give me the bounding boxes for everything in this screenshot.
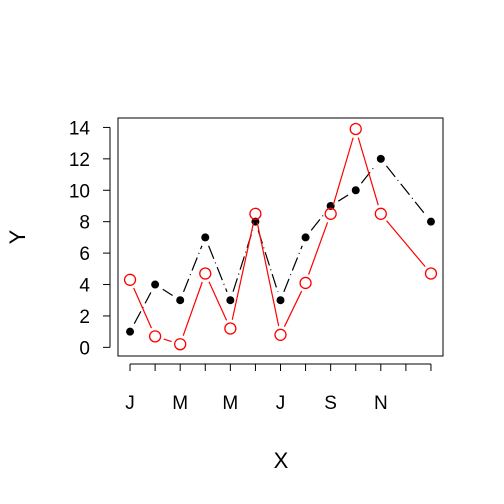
series-line-segment bbox=[283, 245, 303, 293]
data-point bbox=[176, 296, 185, 305]
series-line-segment bbox=[163, 338, 172, 343]
data-point bbox=[123, 273, 137, 286]
series-line-segment bbox=[133, 292, 152, 324]
series-line-segment bbox=[231, 222, 255, 320]
data-point bbox=[349, 122, 362, 136]
data-point bbox=[126, 327, 135, 336]
y-axis-label: Y bbox=[5, 229, 30, 244]
y-tick-label: 8 bbox=[79, 213, 90, 234]
data-point bbox=[274, 328, 287, 341]
x-tick-label: J bbox=[276, 393, 286, 414]
data-point bbox=[324, 207, 337, 220]
data-point bbox=[424, 267, 438, 280]
y-tick-label: 4 bbox=[79, 276, 90, 297]
y-tick-label: 12 bbox=[69, 150, 90, 171]
x-tick-label: N bbox=[374, 393, 388, 414]
series-line-segment bbox=[208, 245, 228, 293]
series-1 bbox=[126, 154, 435, 336]
series-line-segment bbox=[357, 137, 379, 206]
data-point bbox=[224, 322, 237, 335]
series-line-segment bbox=[332, 137, 354, 206]
x-tick-label: M bbox=[172, 393, 188, 414]
data-point bbox=[148, 330, 162, 343]
y-tick-label: 2 bbox=[79, 307, 90, 328]
data-point bbox=[276, 296, 285, 305]
y-tick-label: 6 bbox=[79, 244, 90, 265]
series-line-segment bbox=[256, 222, 280, 327]
series-line-segment bbox=[360, 165, 376, 184]
y-tick-label: 0 bbox=[79, 338, 90, 359]
series-line-segment bbox=[182, 245, 203, 293]
data-point bbox=[249, 207, 262, 220]
series-line-segment bbox=[283, 290, 303, 327]
series-line-segment bbox=[133, 287, 153, 329]
x-tick-label: M bbox=[222, 393, 238, 414]
x-axis-label: X bbox=[274, 448, 289, 473]
plot-frame bbox=[117, 117, 444, 357]
x-tick-label: J bbox=[125, 393, 135, 414]
series-line-segment bbox=[208, 281, 228, 321]
y-tick-label: 10 bbox=[69, 181, 90, 202]
data-point bbox=[426, 217, 435, 226]
x-tick-label: S bbox=[324, 393, 337, 414]
data-point bbox=[174, 338, 187, 351]
y-axis: 0 2 4 6 8 10 12 14 bbox=[69, 118, 111, 359]
data-point bbox=[151, 280, 160, 289]
series-line-segment bbox=[337, 194, 349, 202]
series-line-segment bbox=[385, 165, 426, 216]
series-2 bbox=[123, 122, 438, 351]
series-line-segment bbox=[308, 222, 329, 275]
data-point bbox=[226, 296, 235, 305]
y-tick-label: 14 bbox=[69, 118, 91, 139]
data-point bbox=[301, 233, 310, 242]
series-line-segment bbox=[386, 220, 426, 268]
data-point bbox=[201, 233, 210, 242]
data-point bbox=[299, 276, 312, 290]
data-point bbox=[376, 154, 385, 163]
series-layer bbox=[123, 122, 438, 351]
data-point bbox=[374, 207, 387, 220]
data-point bbox=[199, 267, 212, 280]
series-line-segment bbox=[310, 212, 326, 231]
data-point bbox=[351, 186, 360, 195]
data-point bbox=[326, 201, 335, 210]
series-line-segment bbox=[182, 281, 203, 336]
series-line-segment bbox=[162, 288, 173, 296]
